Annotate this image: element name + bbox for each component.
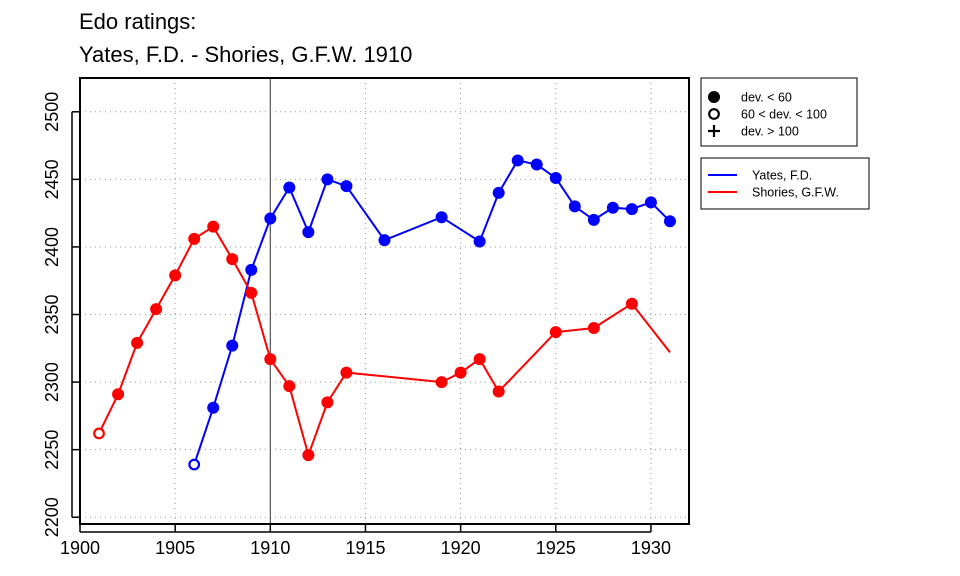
legend-deviation-box [700, 77, 858, 147]
data-point [302, 226, 315, 239]
data-point [245, 286, 258, 299]
series-line [98, 225, 671, 459]
data-point [492, 385, 505, 398]
data-point [131, 336, 144, 349]
legend-series-box [700, 157, 870, 210]
data-point [625, 297, 638, 310]
data-point [511, 154, 524, 167]
y-tick-label: 2450 [42, 159, 62, 199]
data-point [492, 186, 505, 199]
plot-area-frame [79, 77, 690, 525]
legend-series: Yates, F.D. Shories, G.F.W. [700, 157, 870, 210]
data-point [435, 376, 448, 389]
legend-series-label: Shories, G.F.W. [752, 186, 839, 200]
data-point [226, 339, 239, 352]
y-axis: 2200 2250 2300 2350 2400 2450 2500 [42, 92, 80, 537]
y-tick-label: 2300 [42, 362, 62, 402]
data-point [112, 388, 125, 401]
y-tick-label: 2350 [42, 294, 62, 334]
data-point [587, 322, 600, 335]
series-line [193, 159, 671, 465]
data-point [473, 235, 486, 248]
x-tick-label: 1900 [60, 538, 100, 558]
chart-title: Edo ratings: Yates, F.D. - Shories, G.F.… [79, 9, 412, 67]
data-point [283, 181, 296, 194]
data-point [378, 234, 391, 247]
y-tick-label: 2250 [42, 430, 62, 470]
legend-series-label: Yates, F.D. [752, 169, 812, 183]
data-point [340, 180, 353, 193]
legend-deviation-label: 60 < dev. < 100 [741, 108, 827, 122]
x-tick-label: 1905 [155, 538, 195, 558]
x-tick-label: 1930 [631, 538, 671, 558]
series-shories [93, 220, 671, 462]
legend-symbol-icon [708, 125, 720, 137]
data-point [549, 172, 562, 185]
data-point [226, 253, 239, 266]
data-point [568, 200, 581, 213]
data-point [150, 303, 163, 316]
legend-symbol-icon [708, 108, 720, 120]
data-point [454, 366, 467, 379]
data-point [169, 269, 182, 282]
data-point [188, 232, 201, 245]
data-point [207, 220, 220, 233]
legend-symbol-icon [708, 91, 720, 103]
data-point [264, 212, 277, 225]
data-point [587, 213, 600, 226]
data-point [302, 449, 315, 462]
x-axis: 1900 1905 1910 1915 1920 1925 1930 [60, 524, 671, 558]
gridlines [79, 78, 689, 524]
x-tick-label: 1915 [345, 538, 385, 558]
x-tick-label: 1910 [250, 538, 290, 558]
data-point [321, 173, 334, 186]
data-point [435, 211, 448, 224]
series-yates [188, 154, 676, 471]
data-point [663, 215, 676, 228]
y-tick-label: 2400 [42, 227, 62, 267]
data-point [283, 380, 296, 393]
data-point [530, 158, 543, 171]
data-point [93, 427, 105, 440]
data-point [340, 366, 353, 379]
series-layer [93, 154, 676, 471]
legend-deviation: dev. < 60 60 < dev. < 100 dev. > 100 [700, 77, 858, 147]
data-point [606, 201, 619, 214]
data-point [625, 203, 638, 216]
y-tick-label: 2200 [42, 497, 62, 537]
x-tick-label: 1925 [536, 538, 576, 558]
data-point [549, 326, 562, 339]
data-point [245, 263, 258, 276]
data-point [207, 401, 220, 414]
legend-deviation-label: dev. > 100 [741, 125, 799, 139]
data-point [188, 458, 201, 471]
data-point [473, 353, 486, 366]
x-tick-label: 1920 [441, 538, 481, 558]
legend-deviation-label: dev. < 60 [741, 91, 792, 105]
y-tick-label: 2500 [42, 92, 62, 132]
chart-title-line-1: Edo ratings: [79, 9, 196, 34]
data-point [321, 396, 334, 409]
data-point [644, 196, 657, 209]
data-point [264, 353, 277, 366]
chart-title-line-2: Yates, F.D. - Shories, G.F.W. 1910 [79, 42, 412, 67]
